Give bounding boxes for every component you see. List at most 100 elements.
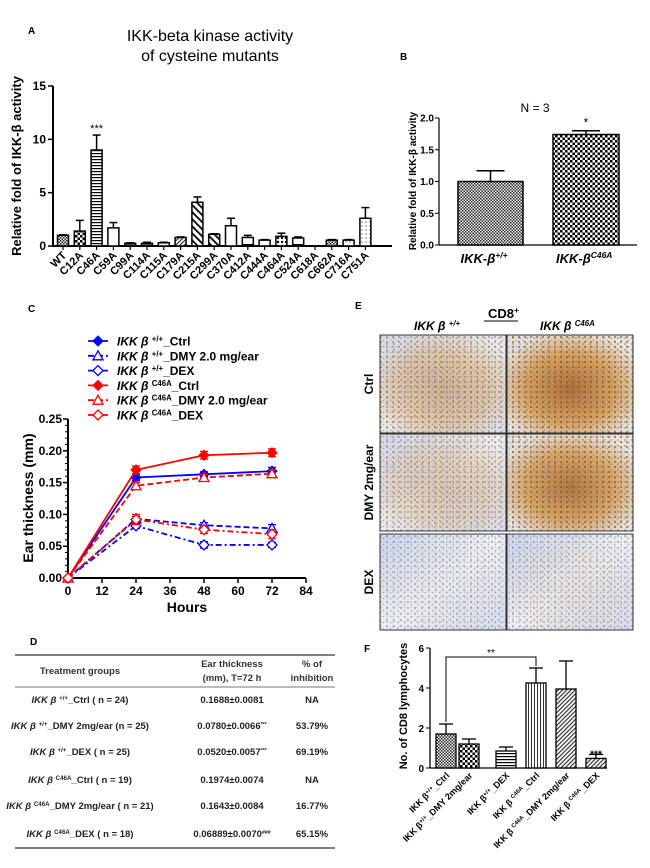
label-superscript: +/+: [482, 787, 493, 798]
legend-label: IKK β +/+_DMY 2.0 mg/ear: [117, 349, 259, 364]
label-suffix: _DMY 2mg/ear (n = 25): [46, 721, 148, 732]
table-row: IKK β +/+_Ctrl ( n = 24) 0.1688±0.0081 NA: [32, 695, 319, 707]
label-suffix: _Ctrl: [162, 335, 190, 349]
label-suffix: _Ctrl ( n = 19): [70, 775, 131, 786]
table-row: IKK β C46A_DMY 2mg/ear ( n = 21) 0.1643±0…: [6, 801, 328, 813]
bar-WT: [56, 234, 70, 247]
marker-open-diamond: [92, 364, 104, 377]
ear-thickness: 0.1974±0.0074: [200, 775, 264, 786]
marker-open-diamond: [266, 528, 278, 541]
thickness-value: 0.1643±0.0084: [200, 801, 264, 812]
cd8-cells: [507, 335, 633, 433]
y-tick-label: 2: [418, 724, 424, 735]
table-header: (mm), T=72 h: [203, 673, 262, 684]
column-header: IKK β +/+: [414, 319, 461, 334]
label-base: IKK β: [11, 721, 39, 732]
bar: [458, 743, 480, 769]
y-tick-label: 0.0: [420, 241, 434, 252]
bar-C524A: [291, 237, 305, 247]
marker-filled-diamond: [92, 379, 104, 392]
bar-C12A: [73, 230, 87, 247]
inhibition-percent: NA: [305, 775, 319, 786]
label-superscript: +: [514, 305, 519, 315]
bar-C59A: [107, 227, 120, 247]
bar-C751A: [359, 217, 372, 247]
legend-label: IKK β C46A_DMY 2.0 mg/ear: [117, 393, 268, 408]
micrograph-2-1: [506, 533, 634, 631]
ear-thickness: 0.0520±0.0057***: [197, 747, 267, 758]
micrograph-border: [506, 433, 634, 532]
label-superscript: C46A: [34, 801, 50, 808]
marker-open-triangle: [129, 479, 143, 491]
significance: ***: [261, 722, 268, 728]
label-superscript: +/+: [58, 747, 67, 754]
legend-item: IKK β +/+_Ctrl: [88, 334, 190, 349]
label-base: IKK β: [32, 695, 60, 706]
label-suffix: _DEX: [487, 770, 511, 794]
series-4: [61, 467, 279, 583]
bar-C370A: [224, 224, 238, 247]
chart-b-relative-activity: N = 3 Relative fold of IKK-β activity 0.0 0…: [408, 101, 637, 266]
bar: [585, 757, 607, 769]
panel-letter-c: C: [28, 304, 35, 315]
series-line: [67, 470, 273, 579]
significance-bracket: [445, 656, 537, 722]
table-header: Treatment groups: [40, 666, 120, 677]
ear-thickness: 0.1688±0.0081: [200, 695, 264, 706]
series-2: [62, 519, 278, 584]
micrograph-border: [379, 334, 507, 434]
label-base: IKK β: [27, 829, 55, 840]
ear-thickness: 0.0780±0.0066***: [197, 721, 267, 732]
thickness-value: 0.0780±0.0066: [197, 721, 260, 732]
label-base: IKK β: [117, 349, 152, 363]
x-tick-label: 60: [231, 584, 245, 598]
series-5: [62, 513, 278, 584]
label-superscript: +/+: [39, 721, 48, 728]
label-suffix: _DMY 2mg/ear ( n = 21): [49, 801, 154, 812]
y-tick-label: 0.10: [39, 507, 63, 521]
label-base: IKK β: [540, 319, 575, 333]
x-tick-label: 12: [95, 584, 109, 598]
bar-C299A: [207, 233, 221, 247]
label-base: IKK β: [117, 364, 152, 378]
y-axis-label: No. of CD8 lymphocytes: [398, 643, 410, 770]
treatment-group: IKK β +/+_DEX ( n = 25): [30, 747, 130, 759]
thickness-value: 0.06889±0.0070: [193, 829, 262, 840]
label-base: IKK β: [117, 394, 152, 408]
treatment-group: IKK β C46A_DMY 2mg/ear ( n = 21): [6, 801, 153, 813]
label-base: IKK-β: [461, 251, 496, 266]
chart-a-kinase-activity: IKK-beta kinase activity of cysteine muta…: [9, 28, 392, 282]
bar-C412A: [241, 236, 255, 247]
cd8-cells: [380, 434, 506, 531]
label-base: IKK β: [117, 379, 152, 393]
bar-C46A: [90, 149, 103, 247]
label-superscript: +/+: [449, 319, 461, 328]
y-tick-label: 5: [39, 186, 46, 200]
marker-open-diamond: [130, 513, 142, 526]
label-superscript: +/+: [425, 785, 436, 796]
bar-C115A: [157, 242, 171, 247]
bar-C179A: [174, 236, 187, 247]
legend-label: IKK β C46A_DEX: [117, 408, 203, 423]
label-base: IKK β: [6, 801, 34, 812]
y-tick-label: 0.20: [39, 444, 63, 458]
table-d-treatment-groups: Treatment groups Ear thickness (mm), T=72 …: [6, 654, 335, 849]
label-base: IKK β: [28, 775, 56, 786]
chart-c-ear-thickness: Ear thickness (mm) Hours 0.00 0.05 0.10 0.15 0…: [20, 334, 313, 615]
y-tick-label: 0.15: [39, 476, 63, 490]
label-base: IKK β: [30, 747, 58, 758]
bar-C99A: [123, 242, 137, 247]
marker-filled-diamond: [130, 464, 142, 476]
label-superscript: +/+: [152, 364, 164, 373]
significance: ###: [262, 830, 271, 836]
label-superscript: C46A: [152, 408, 172, 417]
x-tick-label: 48: [197, 584, 211, 598]
label-superscript: C46A: [591, 250, 613, 260]
label-base: CD8: [488, 306, 514, 321]
marker-filled-diamond: [92, 335, 104, 347]
label-base: IKK β: [117, 409, 152, 423]
series-line: [67, 518, 273, 579]
